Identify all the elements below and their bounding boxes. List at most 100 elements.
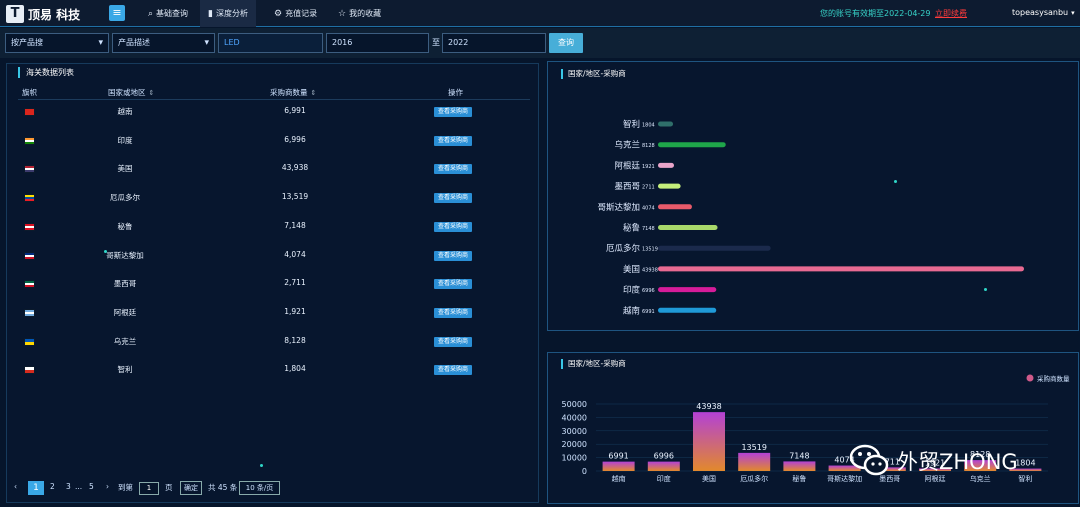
search-type-select[interactable]: 按产品搜 xyxy=(5,33,109,53)
h-bar-category-label: 厄瓜多尔 xyxy=(606,243,641,254)
decorative-star xyxy=(260,464,263,467)
page-ellipsis[interactable]: ... xyxy=(75,482,83,491)
h-bar-value-label: 1921 xyxy=(642,164,655,170)
country-flag-icon xyxy=(24,136,35,145)
page-size-select[interactable]: 10 条/页 xyxy=(239,481,280,495)
header-action: 操作 xyxy=(448,88,463,97)
country-name: 智利 xyxy=(117,365,133,375)
header-country[interactable]: 国家或地区 ⇕ xyxy=(108,88,155,97)
h-bar-value-label: 4074 xyxy=(642,205,655,211)
prev-page-button[interactable]: ‹ xyxy=(14,482,17,491)
watermark: 外贸ZHONG xyxy=(845,440,1055,480)
h-bar-category-label: 智利 xyxy=(623,119,640,130)
logo-icon: T xyxy=(6,5,24,23)
total-count: 共 45 条 xyxy=(208,483,238,492)
next-page-button[interactable]: › xyxy=(106,482,109,491)
x-category-label: 墨西哥 xyxy=(879,475,900,483)
page-jump-input[interactable]: 1 xyxy=(139,482,159,495)
y-tick-label: 20000 xyxy=(562,440,587,449)
page-1-button[interactable]: 1 xyxy=(28,481,44,495)
view-buyers-button[interactable]: 查看采购商 xyxy=(434,250,472,261)
nav-my-favorites[interactable]: ☆ 我的收藏 xyxy=(338,9,382,19)
buyer-count: 43,938 xyxy=(281,163,309,173)
horizontal-bar-chart: 智利 1804 乌克兰 8128 阿根廷 1921 墨西哥 2711 哥斯达黎加 4074 秘鲁 71… xyxy=(597,119,1024,316)
header-flag: 旗帜 xyxy=(22,88,37,97)
view-buyers-button[interactable]: 查看采购商 xyxy=(434,307,472,318)
jump-label: 到第 xyxy=(118,483,133,492)
page-2-button[interactable]: 2 xyxy=(50,482,55,491)
buyer-count: 1,921 xyxy=(284,306,306,316)
h-bar xyxy=(658,183,681,189)
x-category-label: 秘鲁 xyxy=(792,474,806,483)
v-bar-value-label: 1804 xyxy=(1015,459,1035,468)
menu-toggle-button[interactable]: ≡ xyxy=(109,5,125,21)
view-buyers-button[interactable]: 查看采购商 xyxy=(434,193,472,204)
wechat-logo-icon xyxy=(849,444,889,476)
v-bar-value-label: 1921 xyxy=(925,458,945,467)
chevron-down-icon: ▾ xyxy=(1071,9,1075,17)
nav-basic-query[interactable]: ⌕ 基础查询 xyxy=(148,9,189,19)
v-bar xyxy=(1009,468,1042,471)
h-bar-value-label: 6996 xyxy=(642,288,655,294)
page-5-button[interactable]: 5 xyxy=(89,482,94,491)
jump-confirm-button[interactable]: 确定 xyxy=(180,481,202,495)
buyer-count: 2,711 xyxy=(284,278,306,288)
keyword-input[interactable]: LED xyxy=(218,33,323,53)
country-flag-icon xyxy=(24,108,35,116)
h-bar-category-label: 越南 xyxy=(623,305,640,316)
star-icon: ☆ xyxy=(338,9,347,19)
year-from-input[interactable]: 2016 xyxy=(326,33,429,53)
x-category-label: 厄瓜多尔 xyxy=(740,474,768,483)
country-name: 秘鲁 xyxy=(117,221,133,231)
view-buyers-button[interactable]: 查看采购商 xyxy=(434,107,472,117)
v-bar xyxy=(828,465,861,471)
nav-deep-analysis[interactable]: ▮ 深度分析 xyxy=(200,0,256,27)
h-bar xyxy=(658,162,675,168)
brand-name: 顶易 科技 xyxy=(28,8,81,22)
h-bar xyxy=(658,287,717,293)
view-buyers-button[interactable]: 查看采购商 xyxy=(434,279,472,290)
x-category-label: 美国 xyxy=(702,474,716,483)
year-to-input[interactable]: 2022 xyxy=(442,33,546,53)
v-bar-value-label: 4074 xyxy=(834,456,854,465)
nav-recharge-records[interactable]: ⚙ 充值记录 xyxy=(274,9,318,19)
v-bar-value-label: 2711 xyxy=(880,457,900,466)
country-name: 墨西哥 xyxy=(113,279,137,289)
country-flag-icon xyxy=(24,366,35,375)
user-menu[interactable]: topeasysanbu ▾ xyxy=(1012,8,1075,17)
legend-marker xyxy=(1026,374,1034,382)
buyer-count: 7,148 xyxy=(284,220,306,230)
page-unit-label: 页 xyxy=(165,483,173,492)
h-bar-value-label: 13519 xyxy=(642,247,658,253)
v-bar-value-label: 13519 xyxy=(741,443,766,452)
header-count[interactable]: 采购商数量 ⇕ xyxy=(270,88,317,97)
country-name: 越南 xyxy=(117,107,133,116)
view-buyers-button[interactable]: 查看采购商 xyxy=(434,336,472,347)
h-bar-value-label: 43938 xyxy=(642,267,658,273)
h-bar-value-label: 6991 xyxy=(642,309,655,315)
view-buyers-button[interactable]: 查看采购商 xyxy=(434,164,472,175)
country-flag-icon xyxy=(24,251,35,260)
h-bar-category-label: 哥斯达黎加 xyxy=(597,202,640,213)
view-buyers-button[interactable]: 查看采购商 xyxy=(434,135,472,146)
view-buyers-button[interactable]: 查看采购商 xyxy=(434,221,472,232)
y-tick-label: 30000 xyxy=(562,427,587,436)
decorative-star xyxy=(894,180,897,183)
description-select[interactable]: 产品描述 xyxy=(112,33,215,53)
watermark-text: 外贸ZHONG xyxy=(897,450,1018,474)
vertical-chart-title: 国家/地区-采购商 xyxy=(561,359,626,369)
y-tick-label: 0 xyxy=(582,467,587,476)
h-bar-category-label: 美国 xyxy=(623,264,640,275)
renew-link[interactable]: 立即续费 xyxy=(935,9,967,18)
view-buyers-button[interactable]: 查看采购商 xyxy=(434,365,472,376)
country-flag-icon xyxy=(24,194,35,203)
y-tick-label: 10000 xyxy=(562,454,587,463)
sort-icon: ⇕ xyxy=(310,89,317,97)
country-name: 厄瓜多尔 xyxy=(110,193,140,203)
v-bar-value-label: 7148 xyxy=(789,451,809,460)
page-3-button[interactable]: 3 xyxy=(66,482,71,491)
h-bar xyxy=(658,266,1024,272)
header-divider xyxy=(18,99,530,100)
h-bar-category-label: 印度 xyxy=(623,285,641,296)
query-button[interactable]: 查询 xyxy=(549,33,583,53)
